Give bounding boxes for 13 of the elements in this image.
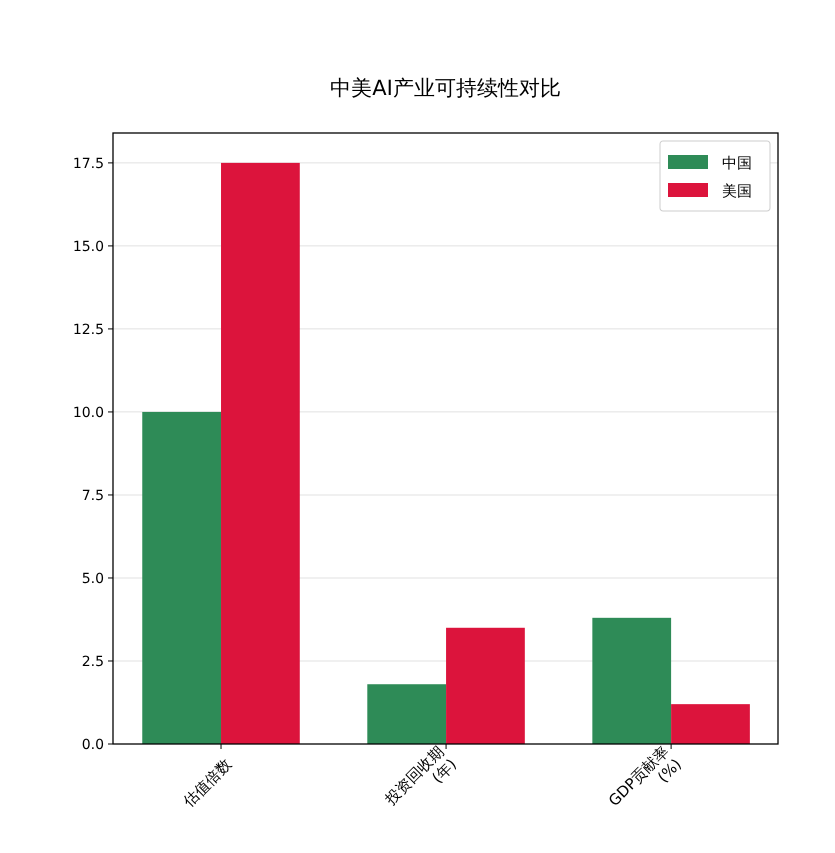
y-tick-label: 15.0 [72, 238, 104, 255]
y-tick-label: 7.5 [82, 488, 104, 504]
y-tick-label: 10.0 [72, 404, 104, 421]
y-tick-label: 0.0 [82, 737, 104, 753]
x-tick-label: 投资回收期 (年) [380, 742, 460, 809]
y-tick-label: 12.5 [72, 322, 104, 338]
legend-label: 美国 [722, 182, 752, 200]
x-tick-label: 估值倍数 [179, 755, 235, 812]
y-tick-label: 5.0 [82, 570, 104, 587]
y-tick-label: 17.5 [72, 156, 104, 172]
y-tick-label: 2.5 [82, 654, 104, 670]
legend-label: 中国 [722, 154, 752, 172]
chart-title: 中美AI产业可持续性对比 [330, 76, 561, 100]
